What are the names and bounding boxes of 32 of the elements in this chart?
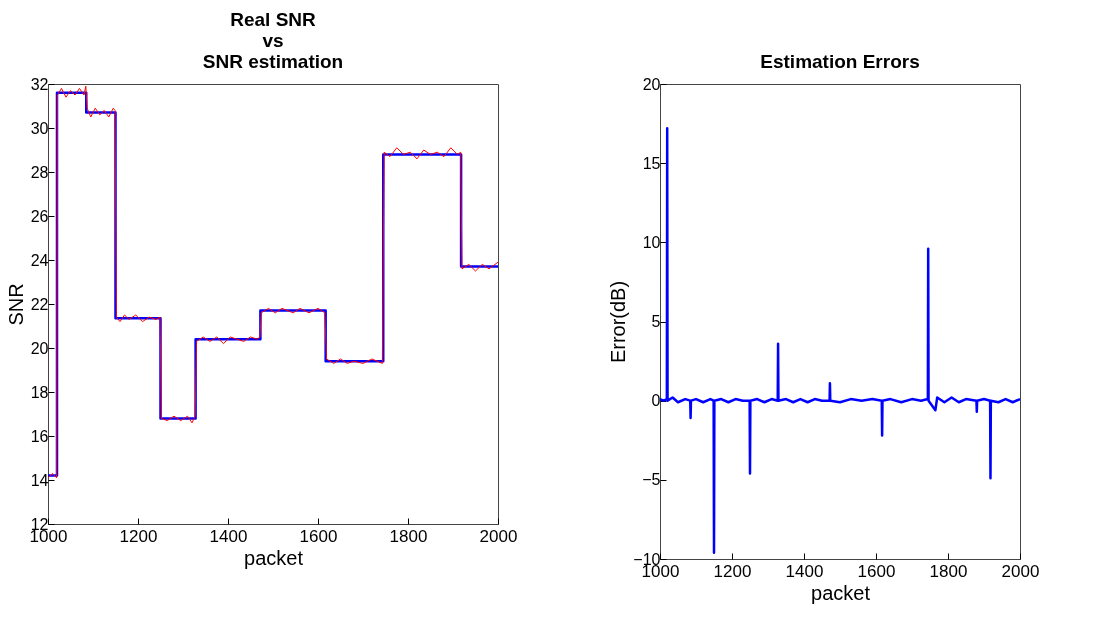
y-tick-label: 28 [30,163,49,181]
y-tick-label: 26 [30,207,49,225]
y-tick-label: 14 [30,471,49,489]
y-tick-label: 18 [30,383,49,401]
x-axis-title: packet [811,581,871,604]
x-tick-label: 1800 [389,526,428,546]
x-tick-label: 2000 [479,526,518,546]
y-tick-label: 24 [30,251,49,269]
y-tick-label: 32 [30,75,49,93]
x-tick-label: 1600 [857,561,896,581]
y-tick-label: 30 [30,119,49,137]
x-tick-label: 1600 [299,526,338,546]
x-tick-label: 1200 [119,526,158,546]
chart-title: Estimation Errors [760,51,920,72]
x-tick-label: 1200 [713,561,752,581]
x-tick-label: 1400 [785,561,824,581]
y-tick-label: −5 [642,471,661,489]
x-tick-label: 2000 [1001,561,1040,581]
x-axis-title: packet [244,546,304,569]
y-tick-label: 22 [30,295,49,313]
y-tick-label: 0 [651,392,661,410]
y-axis-title: Error(dB) [607,280,630,364]
y-tick-label: 20 [642,75,661,93]
y-tick-label: 10 [642,233,661,251]
chart-title: Real SNR vs SNR estimation [202,9,344,72]
y-tick-label: 15 [642,154,661,172]
y-tick-label: 16 [30,427,49,445]
y-tick-label: 20 [30,339,49,357]
x-tick-label: 1800 [929,561,968,581]
y-axis-title: SNR [4,283,27,326]
y-tick-label: 5 [651,313,661,330]
x-tick-label: 1400 [209,526,248,546]
